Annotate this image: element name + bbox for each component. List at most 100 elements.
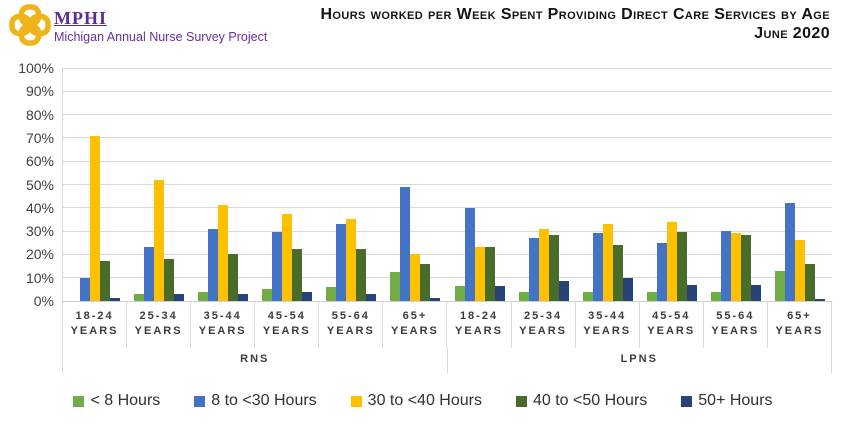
bar-group: [191, 68, 255, 301]
age-category-label: 35-44 YEARS: [191, 302, 256, 348]
bar-group: [640, 68, 704, 301]
age-category-label: 65+ YEARS: [768, 302, 832, 348]
bar: [100, 261, 111, 301]
legend-swatch: [515, 395, 527, 407]
bar-group: [704, 68, 768, 301]
bar: [336, 224, 347, 301]
legend-swatch: [350, 395, 362, 407]
legend-swatch: [73, 395, 85, 407]
bar: [134, 294, 145, 301]
bar: [80, 278, 91, 301]
bar-group: [448, 68, 512, 301]
legend-swatch: [194, 395, 206, 407]
y-tick-label: 70%: [25, 129, 54, 146]
legend-label: < 8 Hours: [90, 392, 161, 409]
plot-area: [62, 67, 832, 302]
bar: [592, 233, 603, 301]
bar: [774, 271, 785, 301]
bar: [710, 292, 721, 301]
bar-group: [63, 68, 127, 301]
bar: [282, 214, 293, 301]
bar: [484, 247, 495, 301]
org-name: MPHI: [54, 8, 107, 28]
legend-label: 30 to <40 Hours: [367, 392, 482, 409]
age-category-label: 55-64 YEARS: [319, 302, 384, 348]
y-tick-label: 60%: [25, 153, 54, 170]
bar: [356, 249, 367, 301]
bar: [612, 245, 623, 301]
gridline: [63, 184, 832, 185]
bar: [400, 187, 411, 301]
gridline: [63, 207, 832, 209]
bar: [292, 249, 303, 301]
legend-label: 40 to <50 Hours: [532, 392, 648, 409]
y-tick-label: 20%: [25, 246, 54, 263]
y-tick-label: 80%: [25, 106, 54, 123]
gridline: [63, 114, 832, 116]
legend-item: < 8 Hours: [73, 392, 160, 410]
bar: [720, 231, 731, 301]
bar: [548, 235, 559, 301]
bar-group: [319, 68, 383, 301]
mphi-knot-icon: [8, 3, 52, 47]
age-category-label: 18-24 YEARS: [63, 302, 128, 348]
gridline: [63, 253, 832, 255]
bar: [474, 247, 485, 301]
chart-title-block: Hours worked per Week Spent Providing Di…: [230, 5, 830, 43]
bar: [804, 264, 815, 301]
org-logo: MPHI Michigan Annual Nurse Survey Projec…: [8, 3, 267, 47]
bar: [676, 232, 687, 301]
legend-item: 8 to <30 Hours: [194, 392, 317, 410]
gridline: [63, 67, 832, 69]
legend-label: 8 to <30 Hours: [211, 392, 317, 409]
legend-item: 50+ Hours: [681, 392, 773, 410]
bar: [420, 264, 431, 301]
age-category-label: 25-34 YEARS: [127, 302, 192, 348]
gridline: [63, 90, 832, 92]
chart-subtitle: June 2020: [754, 25, 830, 42]
legend-swatch: [681, 395, 693, 407]
gridline: [63, 230, 832, 232]
bar: [582, 292, 593, 301]
bar: [666, 222, 677, 301]
y-tick-label: 0%: [33, 293, 54, 309]
bar: [238, 294, 249, 301]
bar: [154, 180, 165, 301]
y-tick-label: 40%: [25, 199, 54, 216]
section-label: LPNS: [448, 348, 832, 373]
bar: [228, 254, 239, 301]
age-category-label: 18-24 YEARS: [447, 302, 512, 348]
gridline: [63, 277, 832, 279]
legend-item: 30 to <40 Hours: [350, 392, 482, 410]
bar: [430, 298, 441, 301]
bar: [346, 219, 357, 301]
bar: [110, 298, 121, 301]
bar-group: [383, 68, 447, 301]
bar: [174, 294, 185, 301]
bar-group: [512, 68, 576, 301]
legend-item: 40 to <50 Hours: [515, 392, 648, 410]
bar: [646, 292, 657, 301]
bar: [656, 243, 667, 301]
y-tick-label: 50%: [25, 176, 54, 193]
bar: [454, 286, 465, 301]
age-category-label: 45-54 YEARS: [640, 302, 704, 348]
bar-group: [768, 68, 832, 301]
bar-group: [255, 68, 319, 301]
bar-group: [576, 68, 640, 301]
age-category-label: 45-54 YEARS: [255, 302, 320, 348]
age-category-label: 65+ YEARS: [383, 302, 448, 348]
bar: [262, 289, 273, 301]
bar: [198, 292, 209, 301]
bar: [518, 292, 529, 301]
bar-group: [127, 68, 191, 301]
y-tick-label: 90%: [25, 83, 54, 100]
y-tick-label: 100%: [18, 60, 54, 76]
bar: [464, 208, 475, 301]
y-tick-label: 30%: [25, 223, 54, 240]
bar: [410, 254, 421, 301]
bar: [814, 299, 825, 301]
bar: [740, 235, 751, 301]
bar: [90, 136, 101, 301]
bar: [144, 247, 155, 301]
